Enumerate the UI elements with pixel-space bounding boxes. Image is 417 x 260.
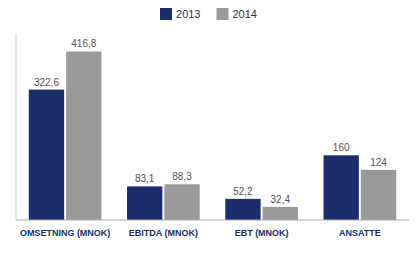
data-label: 52,2	[233, 186, 253, 197]
bar	[324, 155, 359, 220]
chart: 322,6 83,1 52,2 160 416,8 88,3 32,4 124 OMSETNIN…	[0, 0, 417, 260]
bar	[164, 184, 199, 220]
data-label: 160	[333, 142, 350, 153]
data-label: 416,8	[71, 38, 96, 49]
x-tick-label: OMSETNING (MNOK)	[20, 228, 111, 238]
data-label: 32,4	[271, 194, 291, 205]
bar	[361, 170, 396, 220]
x-tick-label: ANSATTE	[339, 228, 381, 238]
data-label: 88,3	[172, 171, 192, 182]
x-tick-label: EBT (MNOK)	[235, 228, 289, 238]
data-label: 124	[370, 157, 387, 168]
legend-label: 2014	[233, 8, 257, 20]
legend-item: 2014	[217, 8, 257, 20]
y-axis-line	[16, 34, 17, 220]
data-label: 83,1	[135, 173, 155, 184]
x-tick-label: EBITDA (MNOK)	[129, 228, 198, 238]
x-axis-line	[16, 220, 409, 221]
data-label: 322,6	[34, 77, 59, 88]
legend-swatch	[217, 8, 229, 20]
legend-label: 2013	[176, 8, 200, 20]
data-labels: 322,6 83,1 52,2 160 416,8 88,3 32,4 124	[34, 38, 387, 204]
legend: 2013 2014	[160, 8, 257, 20]
chart-container: 322,6 83,1 52,2 160 416,8 88,3 32,4 124 OMSETNIN…	[0, 0, 417, 260]
legend-item: 2013	[160, 8, 200, 20]
bar	[225, 199, 260, 220]
bars	[29, 51, 396, 220]
bar	[29, 90, 64, 220]
legend-swatch	[160, 8, 172, 20]
bar	[127, 186, 162, 220]
bar	[66, 51, 101, 220]
bar	[263, 207, 298, 220]
